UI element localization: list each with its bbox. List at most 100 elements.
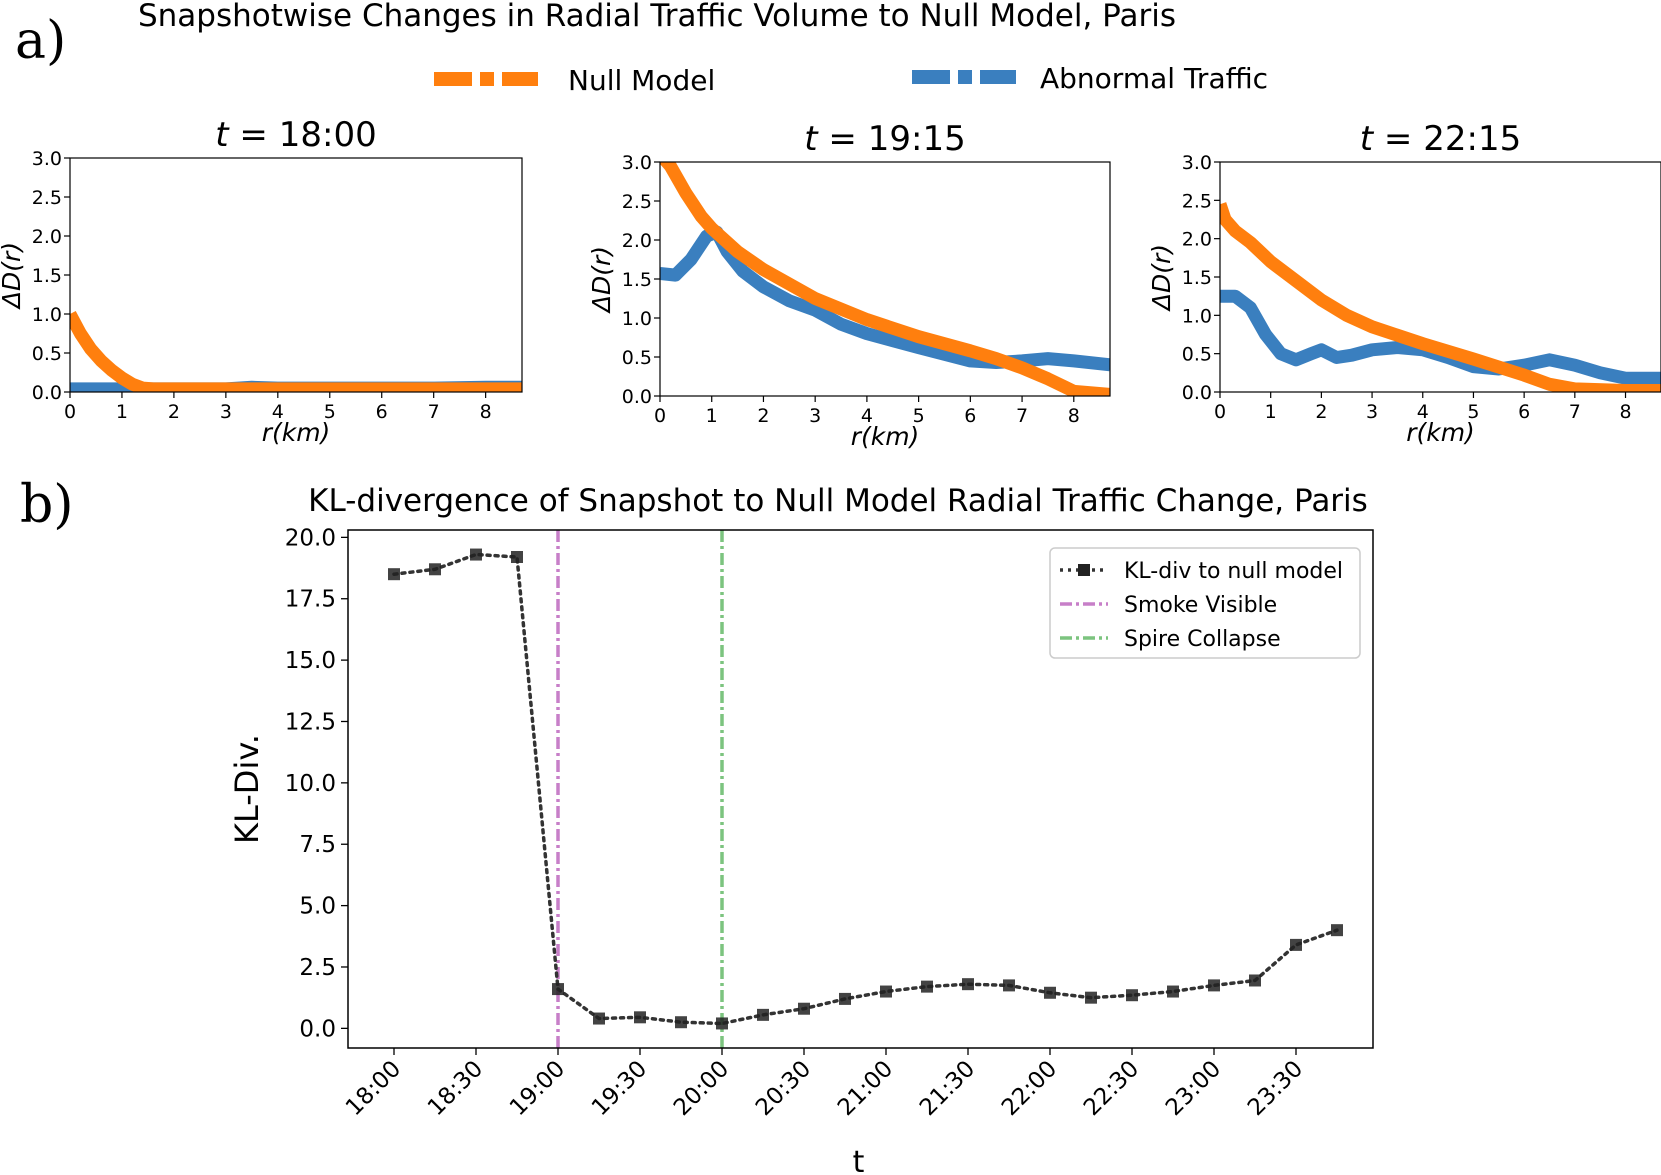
y-tick-label: 15.0 [285, 648, 336, 674]
x-tick-label: 7 [1016, 405, 1028, 427]
x-tick-label: 2 [757, 405, 769, 427]
x-tick-label: 3 [220, 401, 232, 423]
y-tick-label: 1.5 [32, 265, 62, 287]
y-tick-label: 0.5 [32, 343, 62, 365]
kl-data-point [1290, 938, 1302, 951]
kl-data-point [675, 1016, 687, 1029]
y-tick-label: 2.5 [1182, 190, 1212, 212]
legend-null-label: Null Model [568, 64, 715, 97]
y-tick-label: 1.5 [622, 269, 652, 291]
x-tick-label: 23:30 [1243, 1056, 1308, 1121]
y-tick-label: 20.0 [285, 525, 336, 551]
x-tick-label: 7 [428, 401, 440, 423]
x-tick-label: 1 [1265, 401, 1277, 423]
kl-data-point [1126, 989, 1138, 1002]
x-tick-label: 19:00 [505, 1056, 570, 1121]
x-axis-label: r(km) [851, 422, 920, 451]
series-abnormal-traffic [1220, 289, 1661, 385]
subplot-title: t = 18:00 [215, 115, 376, 155]
x-tick-label: 0 [64, 401, 76, 423]
x-tick-label: 8 [480, 401, 492, 423]
y-tick-label: 1.0 [622, 308, 652, 330]
kl-data-point [880, 985, 892, 998]
x-tick-label: 6 [376, 401, 388, 423]
kl-data-point [1331, 924, 1343, 937]
x-tick-label: 18:00 [341, 1056, 406, 1121]
series-kl-div-line [392, 552, 1339, 1026]
x-tick-label: 2 [168, 401, 180, 423]
x-tick-label: 20:00 [669, 1056, 734, 1121]
y-axis-label: ΔD(r) [587, 246, 616, 314]
legend-label: Spire Collapse [1124, 627, 1281, 652]
legend-a: Null Model Abnormal Traffic [434, 62, 1268, 97]
y-tick-label: 0.0 [622, 386, 652, 408]
y-tick-label: 3.0 [622, 152, 652, 174]
kl-data-point [634, 1011, 646, 1024]
kl-data-point [511, 551, 523, 564]
y-tick-label: 2.0 [1182, 229, 1212, 251]
y-tick-label: 0.5 [1182, 344, 1212, 366]
kl-data-point [798, 1002, 810, 1015]
y-tick-label: 0.0 [1182, 382, 1212, 404]
legend-marker [1078, 564, 1090, 576]
kl-data-point [962, 978, 974, 991]
legend-box [1049, 547, 1361, 659]
y-tick-label: 3.0 [1182, 152, 1212, 174]
plot-area [70, 310, 522, 392]
chart-a1: 0.0 0.5 1.0 1.5 2.0 2.5 3.0 0 1 2 3 4 5 6 7 8 r(km) ΔD(r)… [0, 115, 523, 447]
subplot-title: t = 19:15 [804, 119, 965, 159]
subplot-title: t = 22:15 [1360, 119, 1521, 159]
kl-data-point [716, 1017, 728, 1030]
y-tick-label: 2.5 [622, 191, 652, 213]
x-axis-label: t [853, 1145, 865, 1175]
y-tick-label: 0.0 [299, 1016, 336, 1042]
y-tick-label: 10.0 [285, 771, 336, 797]
x-tick-label: 0 [654, 405, 666, 427]
x-tick-label: 4 [272, 401, 284, 423]
series-abnormal-traffic [660, 225, 1110, 372]
x-tick-label: 18:30 [423, 1056, 488, 1121]
y-tick-label: 2.5 [299, 955, 336, 981]
kl-data-point [552, 983, 564, 996]
y-tick-label: 1.5 [1182, 267, 1212, 289]
y-tick-label: 2.0 [622, 230, 652, 252]
kl-data-point [1167, 985, 1179, 998]
kl-data-point [388, 568, 400, 581]
x-axis-label: r(km) [262, 418, 331, 447]
x-tick-label: 3 [809, 405, 821, 427]
series-null-model [70, 310, 522, 392]
x-tick-label: 4 [861, 405, 873, 427]
kl-data-point [593, 1012, 605, 1025]
x-tick-label: 3 [1366, 401, 1378, 423]
kl-data-point [757, 1008, 769, 1021]
plot-area [1220, 202, 1661, 392]
y-axis-label: ΔD(r) [0, 242, 26, 310]
x-tick-label: 19:30 [587, 1056, 652, 1121]
y-tick-label: 12.5 [285, 709, 336, 735]
y-tick-label: 0.5 [622, 347, 652, 369]
x-tick-label: 22:00 [997, 1056, 1062, 1121]
y-tick-label: 7.5 [299, 832, 336, 858]
chart-a3: 0.0 0.5 1.0 1.5 2.0 2.5 3.0 0 1 2 3 4 5 6 7 8 r(km) ΔD(r)… [1147, 119, 1661, 447]
x-tick-label: 21:30 [915, 1056, 980, 1121]
y-tick-label: 0.0 [32, 382, 62, 404]
x-tick-label: 0 [1214, 401, 1226, 423]
x-tick-label: 6 [1518, 401, 1530, 423]
y-tick-label: 2.0 [32, 226, 62, 248]
x-tick-label: 22:30 [1079, 1056, 1144, 1121]
title-b: KL-divergence of Snapshot to Null Model … [308, 483, 1368, 519]
series-null-model [660, 162, 1110, 396]
x-tick-label: 7 [1569, 401, 1581, 423]
x-tick-label: 1 [706, 405, 718, 427]
x-tick-label: 5 [324, 401, 336, 423]
y-tick-label: 17.5 [285, 587, 336, 613]
series-null-model [1220, 202, 1661, 392]
x-tick-label: 23:00 [1161, 1056, 1226, 1121]
kl-data-point [429, 563, 441, 576]
y-tick-label: 1.0 [32, 304, 62, 326]
axes-frame [347, 529, 1374, 1049]
x-tick-label: 21:00 [833, 1056, 898, 1121]
chart-b: 0.0 2.5 5.0 7.5 10.0 12.5 15.0 17.5 20.0 18:00 18:… [228, 525, 1374, 1175]
title-a: Snapshotwise Changes in Radial Traffic V… [138, 0, 1176, 34]
